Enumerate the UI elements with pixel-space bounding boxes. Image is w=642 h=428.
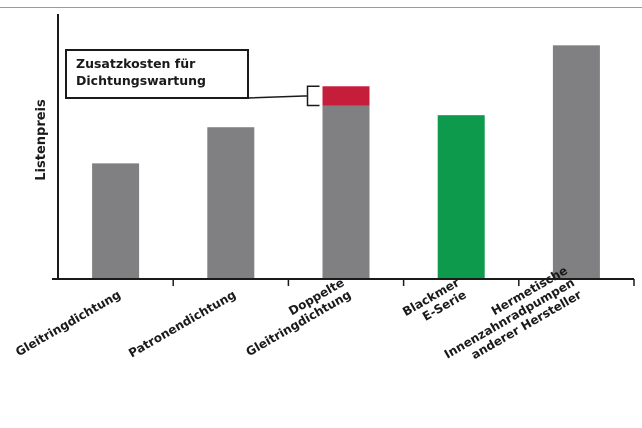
x-tick-label-line: Patronendichtung <box>126 287 238 360</box>
x-tick-label-line: Gleitringdichtung <box>13 287 123 359</box>
x-tick-label-0: Gleitringdichtung <box>13 287 123 359</box>
bar-4 <box>552 45 600 280</box>
bar-1 <box>207 127 255 280</box>
annotation-text-line: Dichtungswartung <box>76 73 206 88</box>
x-ticks-group <box>172 279 635 286</box>
annotation-box <box>65 49 249 99</box>
annotation-group: Zusatzkosten für Dichtungswartung <box>65 49 320 107</box>
annotation-bracket <box>247 85 320 107</box>
annotation-text-line: Zusatzkosten für <box>76 56 196 71</box>
x-tick-label-1: Patronendichtung <box>126 287 238 360</box>
top-divider-line <box>0 7 642 8</box>
bar-2 <box>322 105 370 279</box>
bar-3 <box>437 115 485 279</box>
bars-group <box>92 45 600 280</box>
bar-0 <box>92 163 140 279</box>
stacked-extra-segment-0 <box>322 86 370 106</box>
y-axis-label: Listenpreis <box>34 99 49 181</box>
